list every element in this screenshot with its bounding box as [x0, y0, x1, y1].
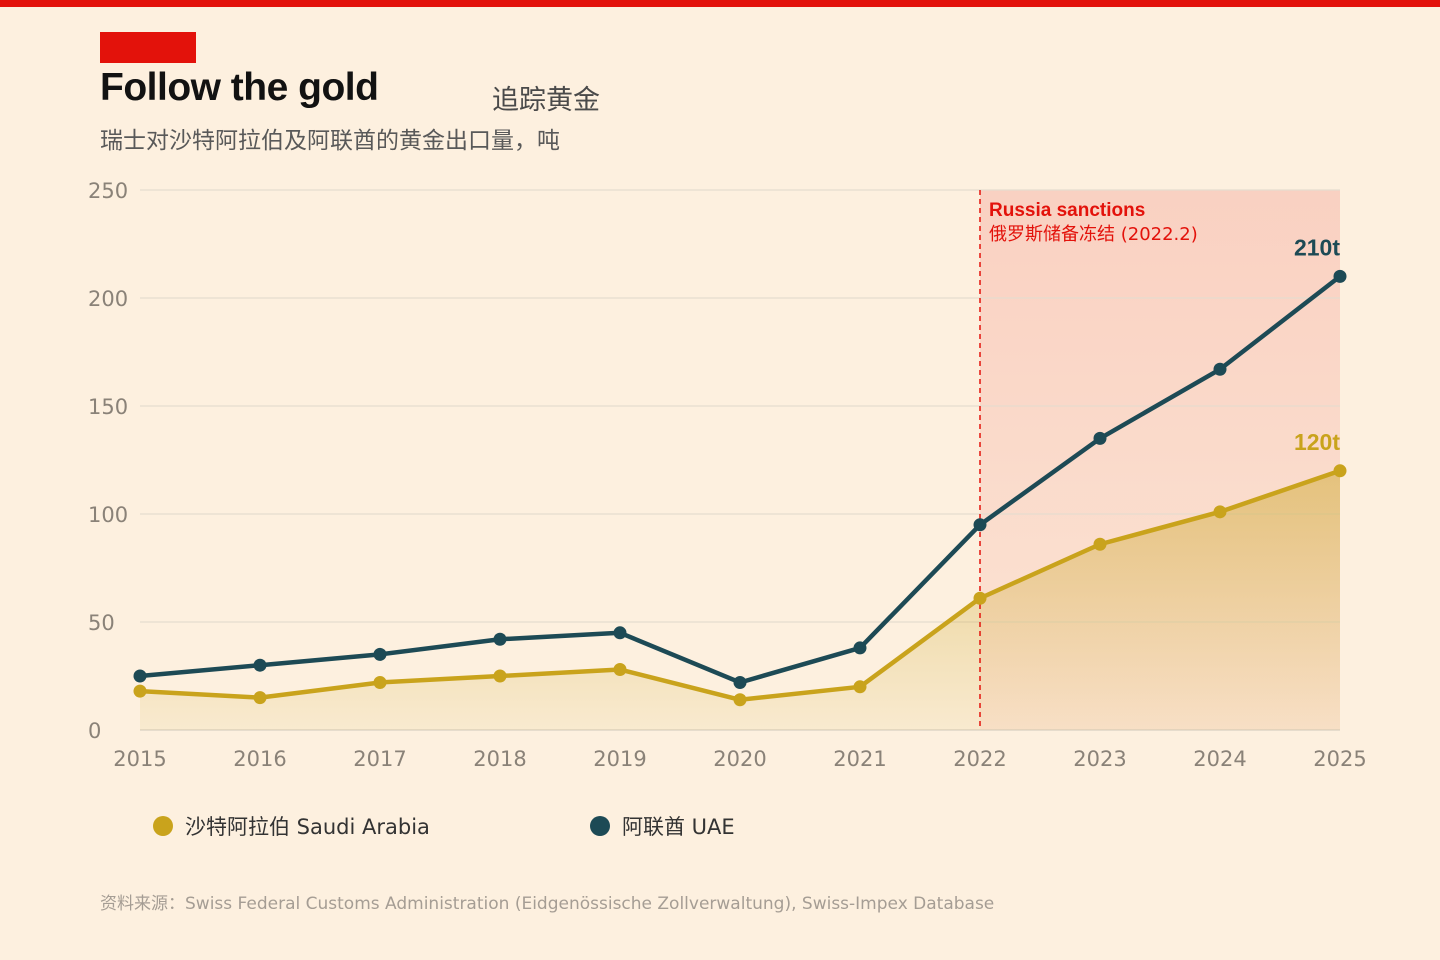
brand-tag — [100, 32, 196, 63]
x-tick-label: 2020 — [713, 747, 766, 771]
saudi-data-point — [1333, 464, 1347, 478]
x-tick-label: 2021 — [833, 747, 886, 771]
x-tick-label: 2017 — [353, 747, 406, 771]
saudi-swatch-icon — [153, 816, 173, 836]
y-tick-label: 100 — [88, 503, 128, 527]
uae-data-point — [973, 518, 987, 532]
legend-item-uae: 阿联酋 UAE — [590, 811, 735, 841]
saudi-area-fill — [140, 470, 1340, 730]
uae-data-point — [373, 647, 387, 661]
legend-label-saudi: 沙特阿拉伯 Saudi Arabia — [185, 815, 430, 839]
y-tick-label: 50 — [88, 611, 115, 635]
x-tick-label: 2023 — [1073, 747, 1126, 771]
y-tick-label: 150 — [88, 395, 128, 419]
legend-label-uae: 阿联酋 UAE — [622, 815, 735, 839]
uae-data-point — [1213, 362, 1227, 376]
y-tick-label: 200 — [88, 287, 128, 311]
x-tick-label: 2022 — [953, 747, 1006, 771]
saudi-data-point — [373, 675, 387, 689]
y-tick-label: 250 — [88, 179, 128, 203]
x-tick-label: 2025 — [1313, 747, 1366, 771]
saudi-data-point — [853, 680, 867, 694]
chart-title-chinese: 追踪黄金 — [492, 85, 600, 116]
x-tick-label: 2015 — [113, 747, 166, 771]
annotation-label-en: Russia sanctions — [989, 200, 1145, 221]
saudi-data-point — [733, 693, 747, 707]
saudi-data-point — [1213, 505, 1227, 519]
uae-data-point — [133, 669, 147, 683]
x-tick-label: 2019 — [593, 747, 646, 771]
legend-item-saudi: 沙特阿拉伯 Saudi Arabia — [153, 811, 430, 841]
uae-data-point — [733, 675, 747, 689]
chart-subtitle: 瑞士对沙特阿拉伯及阿联酋的黄金出口量，吨 — [100, 128, 560, 154]
x-tick-label: 2016 — [233, 747, 286, 771]
saudi-data-point — [973, 591, 987, 605]
x-tick-label: 2024 — [1193, 747, 1246, 771]
uae-swatch-icon — [590, 816, 610, 836]
uae-end-label: 210t — [1294, 234, 1340, 260]
uae-data-point — [1093, 431, 1107, 445]
saudi-end-label: 120t — [1294, 429, 1340, 455]
x-tick-label: 2018 — [473, 747, 526, 771]
chart-title: Follow the gold — [100, 66, 379, 109]
uae-data-point — [253, 658, 267, 672]
uae-data-point — [493, 632, 507, 646]
saudi-data-point — [253, 691, 267, 705]
source-note: 资料来源：Swiss Federal Customs Administratio… — [100, 894, 995, 914]
uae-data-point — [1333, 269, 1347, 283]
y-tick-label: 0 — [88, 719, 101, 743]
top-accent-bar — [0, 0, 1440, 7]
annotation-label-cn: 俄罗斯储备冻结 (2022.2) — [989, 224, 1198, 245]
saudi-data-point — [1093, 537, 1107, 551]
uae-data-point — [853, 641, 867, 655]
saudi-data-point — [493, 669, 507, 683]
saudi-data-point — [133, 684, 147, 698]
saudi-data-point — [613, 663, 627, 677]
uae-data-point — [613, 626, 627, 640]
